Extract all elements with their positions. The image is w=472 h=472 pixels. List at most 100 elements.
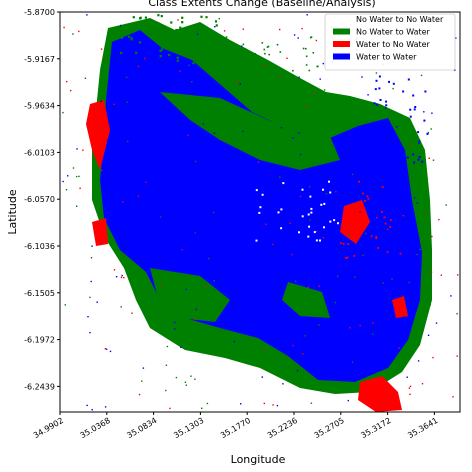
change-pixel <box>165 389 167 392</box>
change-pixel <box>255 189 258 192</box>
change-pixel <box>181 21 184 24</box>
change-pixel <box>313 92 315 95</box>
change-pixel <box>159 33 162 36</box>
change-pixel <box>431 112 433 114</box>
change-pixel <box>456 313 458 315</box>
change-pixel <box>322 188 324 191</box>
change-pixel <box>294 280 297 283</box>
change-pixel <box>163 103 166 106</box>
change-pixel <box>87 316 89 318</box>
change-pixel <box>358 180 360 183</box>
change-pixel <box>283 152 285 155</box>
change-pixel <box>388 146 390 148</box>
change-pixel <box>389 128 392 130</box>
change-pixel <box>313 231 316 234</box>
change-pixel <box>173 32 176 35</box>
change-pixel <box>213 132 216 134</box>
change-pixel <box>358 208 361 211</box>
change-pixel <box>427 334 430 336</box>
y-tick-label: -5.9634 <box>24 102 55 111</box>
change-pixel <box>103 218 105 220</box>
change-pixel <box>104 125 106 127</box>
change-pixel <box>432 356 434 359</box>
change-pixel <box>62 180 64 183</box>
change-pixel <box>258 211 261 214</box>
legend-swatch <box>333 28 350 35</box>
change-pixel <box>323 89 326 91</box>
change-pixel <box>417 158 420 161</box>
change-pixel <box>248 67 251 69</box>
change-pixel <box>184 381 187 383</box>
change-pixel <box>165 364 168 366</box>
change-pixel <box>198 32 201 35</box>
change-pixel <box>279 28 281 31</box>
change-pixel <box>291 253 293 256</box>
change-pixel <box>438 218 440 221</box>
legend-swatch <box>333 53 350 60</box>
change-pixel <box>377 247 380 249</box>
change-pixel <box>361 219 364 222</box>
change-pixel <box>435 322 438 324</box>
change-pixel <box>181 249 183 251</box>
change-pixel <box>174 34 177 37</box>
change-pixel <box>210 60 213 63</box>
change-pixel <box>418 140 421 143</box>
change-pixel <box>359 211 361 213</box>
change-pixel <box>105 348 108 350</box>
change-pixel <box>126 101 128 103</box>
change-pixel <box>265 223 267 225</box>
change-pixel <box>175 376 178 379</box>
y-axis: -5.8700 -5.9167 -5.9634 -6.0103 -6.0570 -6.10… <box>24 8 60 391</box>
change-pixel <box>66 80 68 83</box>
change-pixel <box>374 137 377 140</box>
y-tick-label: -6.2439 <box>24 382 55 391</box>
change-pixel <box>91 245 93 247</box>
change-pixel <box>90 257 93 259</box>
change-pixel <box>204 286 206 288</box>
change-pixel <box>196 27 199 30</box>
change-pixel <box>315 230 318 233</box>
change-pixel <box>196 33 199 35</box>
change-pixel <box>236 55 239 58</box>
change-pixel <box>347 243 350 245</box>
change-pixel <box>180 346 182 349</box>
change-pixel <box>174 328 176 330</box>
change-pixel <box>450 295 452 297</box>
change-pixel <box>76 175 78 178</box>
change-pixel <box>426 132 429 135</box>
change-pixel <box>135 252 137 254</box>
change-pixel <box>104 348 107 350</box>
change-pixel <box>96 301 98 303</box>
change-pixel <box>310 402 313 404</box>
change-pixel <box>421 160 424 163</box>
change-pixel <box>234 66 236 68</box>
y-tick-label: -5.8700 <box>24 8 55 17</box>
change-pixel <box>292 137 294 139</box>
change-pixel <box>310 211 313 214</box>
x-axis: 34.9902 35.0368 35.0834 35.1303 35.1770 35.22… <box>32 412 439 440</box>
y-axis-label: Latitude <box>6 189 19 235</box>
change-pixel <box>342 243 345 245</box>
change-pixel <box>125 76 128 78</box>
change-pixel <box>367 197 370 200</box>
change-pixel <box>382 163 385 166</box>
change-pixel <box>322 236 325 239</box>
change-pixel <box>373 214 375 216</box>
change-pixel <box>302 47 305 50</box>
change-pixel <box>365 243 367 245</box>
change-pixel <box>337 222 339 225</box>
x-axis-label: Longitude <box>231 453 286 466</box>
change-pixel <box>142 367 145 369</box>
change-pixel <box>372 333 374 335</box>
change-pixel <box>423 111 425 113</box>
change-pixel <box>299 79 301 81</box>
change-pixel <box>418 156 421 159</box>
change-pixel <box>430 271 433 273</box>
change-pixel <box>365 185 367 187</box>
change-pixel <box>159 49 162 52</box>
change-pixel <box>413 108 416 111</box>
change-pixel <box>239 83 241 85</box>
change-pixel <box>120 24 122 27</box>
change-pixel <box>282 182 285 185</box>
change-pixel <box>100 48 103 50</box>
